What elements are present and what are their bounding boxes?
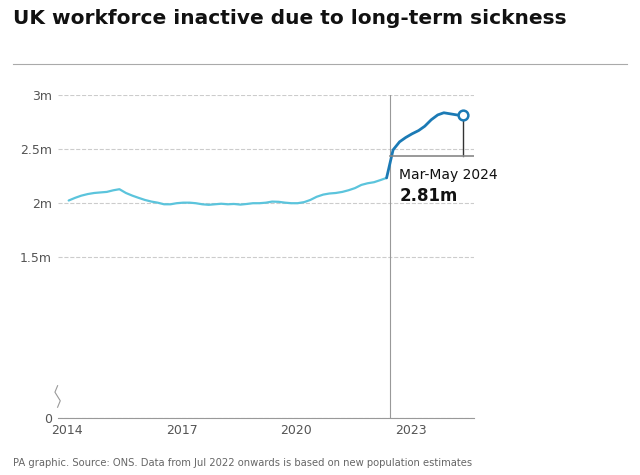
Text: PA graphic. Source: ONS. Data from Jul 2022 onwards is based on new population e: PA graphic. Source: ONS. Data from Jul 2… (13, 458, 472, 468)
Text: UK workforce inactive due to long-term sickness: UK workforce inactive due to long-term s… (13, 10, 566, 28)
Text: 2.81m: 2.81m (399, 187, 458, 205)
Text: Mar-May 2024: Mar-May 2024 (399, 168, 498, 182)
